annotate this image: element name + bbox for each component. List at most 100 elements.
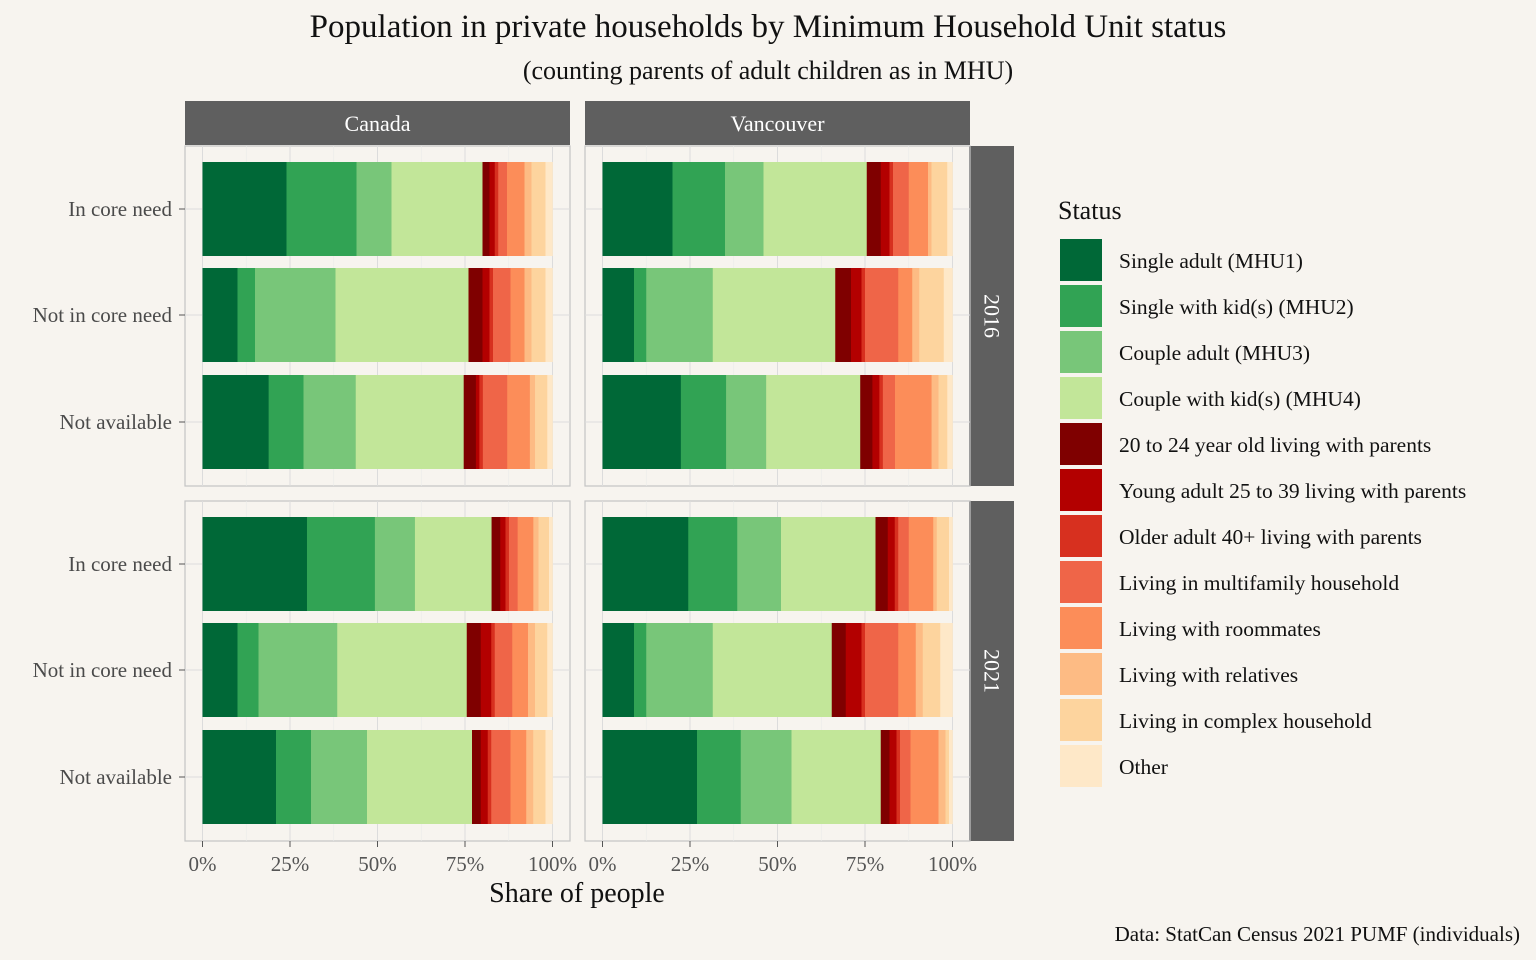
y-tick-label-not-in-core-need: Not in core need	[33, 658, 173, 682]
bar-vancouver-2021-not-in-core-need-single-with-kid-s-mhu2	[634, 623, 647, 717]
legend: Status Single adult (MHU1) Single with ki…	[1058, 196, 1466, 787]
bar-vancouver-2016-not-in-core-need-older-adult-40-living-with-parents	[861, 268, 866, 362]
panel-vancouver-2021	[584, 500, 971, 842]
legend-label-living-in-multifamily-household: Living in multifamily household	[1119, 571, 1399, 595]
bar-vancouver-2016-in-core-need-single-with-kid-s-mhu2	[672, 162, 726, 256]
bar-vancouver-2021-in-core-need-living-with-relatives	[933, 517, 938, 611]
bar-canada-2021-in-core-need-living-with-roommates	[517, 517, 534, 611]
legend-key-living-in-complex-household	[1060, 699, 1102, 741]
x-tick-label: 100%	[928, 852, 977, 876]
bar-canada-2021-not-in-core-need-20-to-24-year-old-living-with-parents	[466, 623, 482, 717]
x-axis-title: Share of people	[489, 878, 665, 909]
bar-vancouver-2016-in-core-need-single-adult-mhu1	[602, 162, 673, 256]
bar-canada-2016-not-in-core-need-living-with-roommates	[510, 268, 525, 362]
bar-canada-2021-not-available-living-with-relatives	[526, 730, 534, 824]
legend-key-young-adult-25-to-39-living-with-parents	[1060, 469, 1102, 511]
bar-vancouver-2016-in-core-need-couple-with-kid-s-mhu4	[763, 162, 868, 256]
bar-canada-2016-not-available-living-with-relatives	[529, 375, 536, 469]
bar-canada-2021-not-available-couple-with-kid-s-mhu4	[367, 730, 473, 824]
x-tick-label: 75%	[846, 852, 885, 876]
legend-label-couple-with-kid-s-mhu4: Couple with kid(s) (MHU4)	[1119, 387, 1361, 411]
x-tick-label: 0%	[189, 852, 217, 876]
legend-key-single-adult-mhu1	[1060, 239, 1102, 281]
bar-canada-2021-not-available-couple-adult-mhu3	[311, 730, 368, 824]
bar-vancouver-2021-in-core-need-young-adult-25-to-39-living-with-parents	[887, 517, 896, 611]
bar-vancouver-2021-not-available-single-adult-mhu1	[602, 730, 698, 824]
bar-canada-2016-in-core-need-living-with-relatives	[524, 162, 532, 256]
bar-vancouver-2016-in-core-need-20-to-24-year-old-living-with-parents	[866, 162, 882, 256]
bar-canada-2016-not-in-core-need-couple-adult-mhu3	[255, 268, 336, 362]
bar-vancouver-2021-not-available-couple-with-kid-s-mhu4	[791, 730, 882, 824]
bar-vancouver-2016-not-available-single-adult-mhu1	[602, 375, 682, 469]
bar-canada-2021-in-core-need-other	[549, 517, 553, 611]
facet-strip-vancouver	[585, 101, 970, 145]
legend-label-couple-adult-mhu3: Couple adult (MHU3)	[1119, 341, 1310, 365]
bar-vancouver-2021-not-available-couple-adult-mhu3	[740, 730, 792, 824]
bar-canada-2021-not-in-core-need-single-with-kid-s-mhu2	[237, 623, 259, 717]
bar-vancouver-2021-not-in-core-need-20-to-24-year-old-living-with-parents	[831, 623, 847, 717]
bar-vancouver-2016-not-available-living-in-multifamily-household	[882, 375, 896, 469]
legend-key-couple-adult-mhu3	[1060, 331, 1102, 373]
legend-label-young-adult-25-to-39-living-with-parents: Young adult 25 to 39 living with parents	[1119, 479, 1466, 503]
bar-canada-2016-not-available-living-in-complex-household	[535, 375, 548, 469]
x-tick-label: 100%	[528, 852, 577, 876]
bar-canada-2021-not-available-living-in-multifamily-household	[491, 730, 511, 824]
bar-canada-2016-not-in-core-need-living-in-complex-household	[531, 268, 546, 362]
bar-canada-2016-in-core-need-single-with-kid-s-mhu2	[286, 162, 357, 256]
panel-canada-2021	[184, 500, 571, 842]
bar-canada-2021-not-available-single-adult-mhu1	[202, 730, 277, 824]
bar-vancouver-2021-in-core-need-couple-adult-mhu3	[737, 517, 782, 611]
bar-vancouver-2016-in-core-need-living-with-relatives	[928, 162, 932, 256]
bar-vancouver-2021-in-core-need-living-with-roommates	[908, 517, 934, 611]
bar-vancouver-2016-not-in-core-need-single-adult-mhu1	[602, 268, 635, 362]
panel-canada-2016	[184, 145, 571, 487]
bar-canada-2021-in-core-need-older-adult-40-living-with-parents	[505, 517, 510, 611]
bar-canada-2016-not-available-living-with-roommates	[507, 375, 531, 469]
bar-vancouver-2016-not-available-living-with-relatives	[931, 375, 939, 469]
bar-vancouver-2021-not-available-20-to-24-year-old-living-with-parents	[880, 730, 890, 824]
y-tick-label-not-available: Not available	[59, 765, 172, 789]
bar-vancouver-2016-in-core-need-living-with-roommates	[908, 162, 929, 256]
legend-label-living-in-complex-household: Living in complex household	[1119, 709, 1372, 733]
legend-label-single-adult-mhu1: Single adult (MHU1)	[1119, 249, 1303, 273]
legend-key-living-with-roommates	[1060, 607, 1102, 649]
facet-strip-2016	[969, 146, 1014, 486]
bar-canada-2021-in-core-need-20-to-24-year-old-living-with-parents	[491, 517, 501, 611]
facet-strip-2021	[969, 501, 1014, 841]
bar-vancouver-2016-not-in-core-need-living-with-roommates	[898, 268, 913, 362]
x-tick-label: 50%	[758, 852, 797, 876]
bar-vancouver-2016-not-available-couple-with-kid-s-mhu4	[766, 375, 861, 469]
bar-vancouver-2016-not-in-core-need-20-to-24-year-old-living-with-parents	[835, 268, 852, 362]
bar-vancouver-2021-in-core-need-20-to-24-year-old-living-with-parents	[875, 517, 889, 611]
bar-canada-2021-not-in-core-need-living-with-relatives	[528, 623, 536, 717]
bar-canada-2016-not-in-core-need-single-with-kid-s-mhu2	[237, 268, 256, 362]
bar-canada-2016-in-core-need-living-in-multifamily-household	[498, 162, 508, 256]
bar-vancouver-2016-in-core-need-living-in-multifamily-household	[893, 162, 910, 256]
legend-key-20-to-24-year-old-living-with-parents	[1060, 423, 1102, 465]
bar-vancouver-2021-not-in-core-need-older-adult-40-living-with-parents	[861, 623, 866, 717]
x-tick-label: 0%	[589, 852, 617, 876]
bar-canada-2021-in-core-need-living-in-multifamily-household	[508, 517, 518, 611]
bar-canada-2016-not-in-core-need-other	[545, 268, 553, 362]
bar-canada-2021-not-in-core-need-older-adult-40-living-with-parents	[491, 623, 496, 717]
legend-key-living-with-relatives	[1060, 653, 1102, 695]
bar-vancouver-2021-not-available-older-adult-40-living-with-parents	[896, 730, 901, 824]
bar-vancouver-2016-not-available-couple-adult-mhu3	[726, 375, 767, 469]
bar-vancouver-2021-in-core-need-single-adult-mhu1	[602, 517, 689, 611]
bar-canada-2016-not-available-other	[547, 375, 553, 469]
bar-canada-2021-not-in-core-need-living-in-complex-household	[535, 623, 548, 717]
bar-vancouver-2016-not-in-core-need-couple-with-kid-s-mhu4	[712, 268, 836, 362]
bar-vancouver-2021-not-available-living-with-relatives	[938, 730, 946, 824]
legend-key-older-adult-40-living-with-parents	[1060, 515, 1102, 557]
bar-canada-2016-not-in-core-need-couple-with-kid-s-mhu4	[335, 268, 469, 362]
facet-label-2016: 2016	[980, 294, 1005, 338]
bar-vancouver-2021-in-core-need-couple-with-kid-s-mhu4	[781, 517, 876, 611]
bar-vancouver-2021-not-in-core-need-living-with-roommates	[898, 623, 917, 717]
facet-label-canada: Canada	[345, 111, 411, 136]
bar-canada-2016-not-available-living-in-multifamily-household	[482, 375, 508, 469]
bar-canada-2021-not-available-other	[545, 730, 553, 824]
bar-canada-2016-not-available-couple-with-kid-s-mhu4	[355, 375, 464, 469]
bar-canada-2016-not-available-couple-adult-mhu3	[303, 375, 357, 469]
bar-canada-2021-in-core-need-living-with-relatives	[533, 517, 539, 611]
bar-vancouver-2021-in-core-need-other	[949, 517, 953, 611]
